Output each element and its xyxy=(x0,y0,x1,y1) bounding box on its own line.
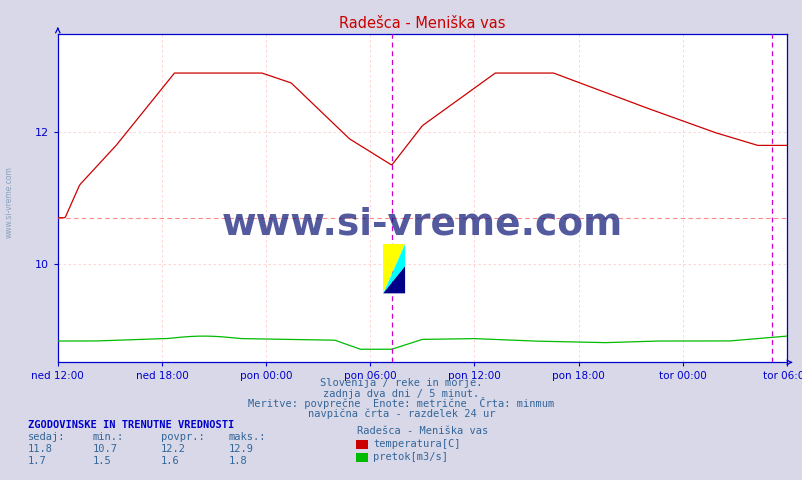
Text: 1.5: 1.5 xyxy=(92,456,111,466)
Text: povpr.:: povpr.: xyxy=(160,432,204,442)
Text: temperatura[C]: temperatura[C] xyxy=(373,439,460,449)
Text: zadnja dva dni / 5 minut.: zadnja dva dni / 5 minut. xyxy=(323,389,479,399)
Text: 12.9: 12.9 xyxy=(229,444,253,454)
Polygon shape xyxy=(383,244,404,293)
Text: 1.8: 1.8 xyxy=(229,456,247,466)
Text: ZGODOVINSKE IN TRENUTNE VREDNOSTI: ZGODOVINSKE IN TRENUTNE VREDNOSTI xyxy=(28,420,234,430)
Text: 1.7: 1.7 xyxy=(28,456,47,466)
Text: 11.8: 11.8 xyxy=(28,444,53,454)
Text: 10.7: 10.7 xyxy=(92,444,117,454)
Text: www.si-vreme.com: www.si-vreme.com xyxy=(5,166,14,238)
Title: Radešca - Meniška vas: Radešca - Meniška vas xyxy=(338,16,505,31)
Text: maks.:: maks.: xyxy=(229,432,266,442)
Text: navpična črta - razdelek 24 ur: navpična črta - razdelek 24 ur xyxy=(307,408,495,419)
Text: Slovenija / reke in morje.: Slovenija / reke in morje. xyxy=(320,378,482,388)
Text: min.:: min.: xyxy=(92,432,124,442)
Text: sedaj:: sedaj: xyxy=(28,432,66,442)
Polygon shape xyxy=(383,266,404,293)
Polygon shape xyxy=(383,244,404,293)
Text: Meritve: povprečne  Enote: metrične  Črta: minmum: Meritve: povprečne Enote: metrične Črta:… xyxy=(248,397,554,409)
Text: 12.2: 12.2 xyxy=(160,444,185,454)
Text: www.si-vreme.com: www.si-vreme.com xyxy=(221,206,622,242)
Text: pretok[m3/s]: pretok[m3/s] xyxy=(373,452,448,462)
Text: Radešca - Meniška vas: Radešca - Meniška vas xyxy=(357,426,488,436)
Text: 1.6: 1.6 xyxy=(160,456,179,466)
